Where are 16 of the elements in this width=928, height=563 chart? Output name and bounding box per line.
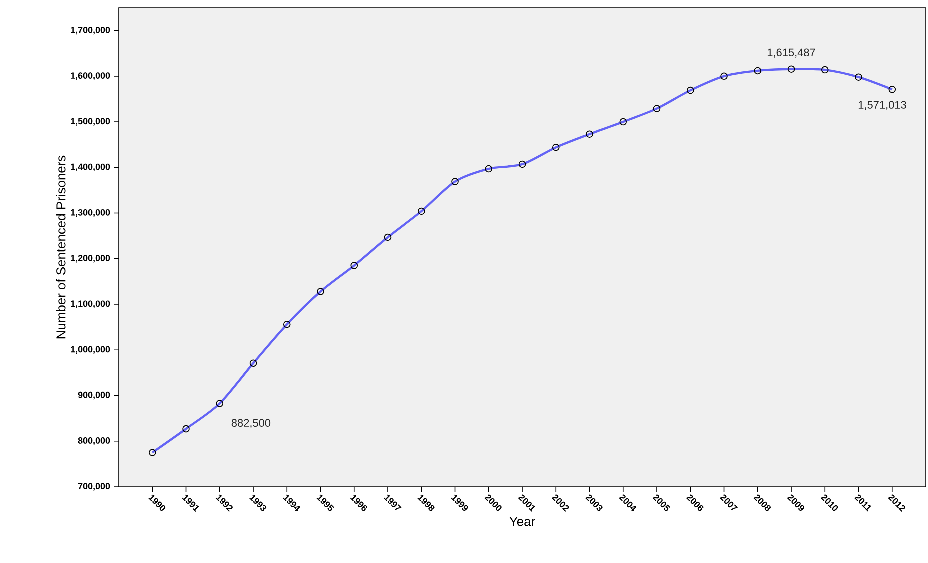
y-tick-label: 1,600,000 bbox=[71, 72, 110, 80]
x-axis-title: Year bbox=[510, 517, 536, 526]
y-tick-label: 700,000 bbox=[78, 483, 110, 491]
y-tick-label: 1,400,000 bbox=[71, 164, 110, 172]
data-label: 1,615,487 bbox=[768, 48, 816, 58]
y-axis-title: Number of Sentenced Prisoners bbox=[56, 156, 66, 339]
y-tick-label: 1,300,000 bbox=[71, 209, 110, 218]
y-tick-label: 900,000 bbox=[78, 392, 110, 400]
y-tick-label: 1,000,000 bbox=[71, 346, 110, 354]
y-tick-label: 1,500,000 bbox=[71, 118, 110, 126]
y-tick-label: 1,100,000 bbox=[71, 300, 110, 308]
y-tick-label: 1,200,000 bbox=[71, 255, 110, 263]
data-label: 882,500 bbox=[232, 419, 271, 428]
data-label: 1,571,013 bbox=[858, 101, 906, 110]
y-tick-label: 800,000 bbox=[78, 438, 110, 446]
y-tick-label: 1,700,000 bbox=[71, 26, 110, 35]
